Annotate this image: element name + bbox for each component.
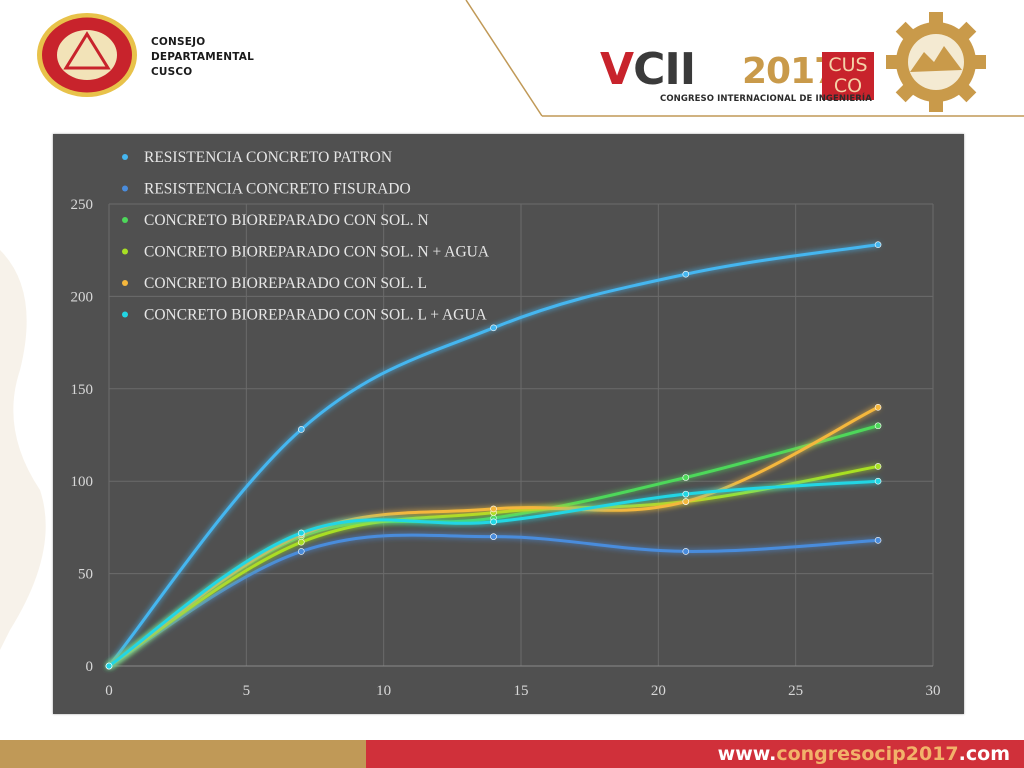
x-tick-label: 0 <box>105 683 113 699</box>
y-tick-label: 50 <box>78 567 93 583</box>
org-name: CONSEJO DEPARTAMENTAL CUSCO <box>151 35 254 80</box>
chart-grid <box>108 203 934 667</box>
cip-logo <box>37 13 137 97</box>
x-tick-label: 30 <box>926 683 941 699</box>
y-tick-label: 100 <box>71 474 94 490</box>
x-tick-label: 5 <box>243 683 251 699</box>
data-point <box>490 518 497 526</box>
footer-gold-band <box>0 740 366 768</box>
y-tick-label: 200 <box>71 289 94 305</box>
data-point <box>682 270 690 278</box>
x-tick-label: 15 <box>514 683 529 699</box>
event-city-bottom: CO <box>833 75 863 97</box>
series-line-1 <box>107 243 880 668</box>
legend-label-2: RESISTENCIA CONCRETO FISURADO <box>144 181 411 198</box>
legend-label-4: CONCRETO BIOREPARADO CON SOL. N + AGUA <box>144 244 490 261</box>
data-point <box>874 537 882 544</box>
data-point <box>490 324 497 332</box>
data-point <box>874 422 882 430</box>
y-tick-label: 150 <box>71 382 94 398</box>
series-line-2 <box>107 533 880 668</box>
y-tick-label: 0 <box>86 659 94 675</box>
gear-icon <box>886 12 986 112</box>
data-point <box>297 529 305 537</box>
url-highlight: congresocip2017 <box>776 743 959 765</box>
event-logo: VCII 2017 CUS CO CONGRESO INTERNACIONAL … <box>600 12 1000 112</box>
event-city-top: CUS <box>828 54 868 76</box>
legend-label-6: CONCRETO BIOREPARADO CON SOL. L + AGUA <box>144 307 488 324</box>
data-point <box>490 533 497 540</box>
legend-label-5: CONCRETO BIOREPARADO CON SOL. L <box>144 275 427 292</box>
y-tick-label: 250 <box>71 197 94 213</box>
footer-red-band <box>366 740 1024 768</box>
data-point <box>105 662 113 670</box>
data-point <box>682 490 690 498</box>
series-line-4 <box>107 464 880 668</box>
header-divider <box>465 0 1024 117</box>
legend-label-1: RESISTENCIA CONCRETO PATRON <box>144 149 392 166</box>
chart-legend: RESISTENCIA CONCRETO PATRON RESISTENCIA C… <box>111 149 490 324</box>
url-prefix: www. <box>717 743 777 765</box>
line-chart: 0 50 100 150 200 250 0 5 10 15 20 25 30 RESISTENCIA … <box>71 149 941 699</box>
legend-marker <box>122 154 128 160</box>
event-title: VCII <box>600 48 696 92</box>
data-point <box>874 477 882 485</box>
url-suffix: .com <box>958 743 1010 765</box>
org-line-3: CUSCO <box>151 66 193 78</box>
chart-series <box>105 241 882 670</box>
data-point <box>297 548 305 555</box>
legend-marker <box>122 217 128 223</box>
slide-header: CONSEJO DEPARTAMENTAL CUSCO <box>0 0 1024 122</box>
event-cii: CII <box>633 44 696 95</box>
data-point <box>874 403 882 411</box>
data-point <box>682 548 690 555</box>
legend-marker <box>122 248 128 255</box>
x-tick-label: 20 <box>651 683 666 699</box>
event-v: V <box>600 44 634 95</box>
chart-panel: 0 50 100 150 200 250 0 5 10 15 20 25 30 RESISTENCIA … <box>53 134 964 714</box>
data-point <box>682 474 690 481</box>
event-subtitle: CONGRESO INTERNACIONAL DE INGENIERÍA <box>660 94 872 104</box>
x-tick-label: 10 <box>376 683 391 699</box>
org-line-1: CONSEJO <box>151 36 206 48</box>
legend-marker <box>122 311 128 318</box>
data-point <box>490 505 497 513</box>
background-watermark <box>0 250 46 650</box>
org-line-2: DEPARTAMENTAL <box>151 51 255 63</box>
legend-label-3: CONCRETO BIOREPARADO CON SOL. N <box>144 212 429 229</box>
series-line-3 <box>107 424 880 668</box>
event-city-badge: CUS CO <box>822 52 874 100</box>
legend-marker <box>122 280 128 286</box>
chart-axes: 0 50 100 150 200 250 0 5 10 15 20 25 30 <box>71 197 941 699</box>
data-point <box>874 241 882 248</box>
footer-website: www.congresocip2017.com <box>718 742 1010 766</box>
legend-marker <box>122 185 128 192</box>
data-point <box>682 498 690 505</box>
data-point <box>297 538 305 546</box>
data-point <box>874 463 882 470</box>
series-line-6 <box>107 479 880 668</box>
data-point <box>297 426 305 433</box>
x-tick-label: 25 <box>788 683 803 699</box>
